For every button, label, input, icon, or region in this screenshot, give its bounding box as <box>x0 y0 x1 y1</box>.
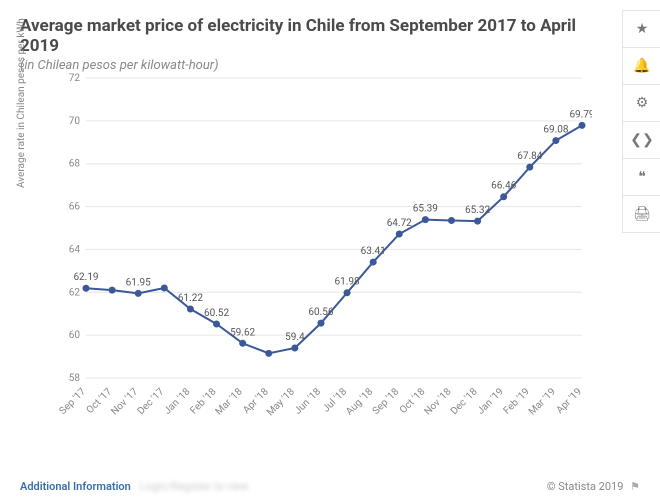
svg-text:Mar '18: Mar '18 <box>214 386 245 417</box>
svg-text:72: 72 <box>69 73 81 84</box>
print-icon[interactable]: 🖨 <box>622 196 660 233</box>
gear-icon[interactable]: ⚙ <box>622 85 660 122</box>
svg-text:68: 68 <box>69 159 81 170</box>
chart-title: Average market price of electricity in C… <box>0 0 660 58</box>
star-icon[interactable]: ★ <box>622 10 660 48</box>
share-icon[interactable]: ❮❯ <box>622 122 660 159</box>
chart-container: Average market price of electricity in C… <box>0 0 660 503</box>
svg-text:58: 58 <box>69 373 81 384</box>
svg-text:69.79: 69.79 <box>569 109 592 120</box>
svg-text:Nov '18: Nov '18 <box>422 386 453 417</box>
svg-text:Apr '19: Apr '19 <box>554 386 584 416</box>
svg-text:Jun '18: Jun '18 <box>293 386 324 417</box>
svg-text:62: 62 <box>69 287 81 298</box>
svg-text:61.22: 61.22 <box>178 293 203 304</box>
svg-text:64: 64 <box>69 244 81 255</box>
svg-text:59.4: 59.4 <box>285 332 305 343</box>
y-axis-label: Average rate in Chilean pesos per kWh <box>16 18 27 188</box>
svg-text:62.19: 62.19 <box>73 272 98 283</box>
svg-text:65.32: 65.32 <box>465 205 490 216</box>
svg-text:60: 60 <box>69 330 81 341</box>
svg-text:64.72: 64.72 <box>387 218 412 229</box>
svg-text:Feb '18: Feb '18 <box>188 386 219 417</box>
gridlines <box>86 78 582 378</box>
svg-text:60.52: 60.52 <box>204 308 229 319</box>
svg-text:Mar '19: Mar '19 <box>527 386 558 417</box>
svg-text:Jan '18: Jan '18 <box>162 386 193 417</box>
copyright: © Statista 2019 ⚑ <box>547 480 640 493</box>
quote-icon[interactable]: ❝ <box>622 159 660 196</box>
svg-text:61.95: 61.95 <box>126 277 151 288</box>
x-axis: Sep '17Oct '17Nov '17Dec '17Jan '18Feb '… <box>57 386 584 418</box>
svg-text:66.46: 66.46 <box>491 181 516 192</box>
additional-info[interactable]: Additional Information Login/Register to… <box>20 480 249 493</box>
svg-text:60.56: 60.56 <box>308 307 333 318</box>
svg-text:May '18: May '18 <box>265 386 297 418</box>
side-toolbar: ★ 🔔 ⚙ ❮❯ ❝ 🖨 <box>622 10 660 233</box>
bell-icon[interactable]: 🔔 <box>622 48 660 85</box>
svg-text:Dec '18: Dec '18 <box>449 386 480 417</box>
svg-text:Aug '18: Aug '18 <box>344 386 375 417</box>
svg-text:Nov '17: Nov '17 <box>109 386 140 417</box>
chart-area: Average rate in Chilean pesos per kWh 58… <box>20 68 592 448</box>
y-axis: 58 60 62 64 66 68 70 72 <box>69 73 81 384</box>
chart-footer: Additional Information Login/Register to… <box>20 480 640 493</box>
svg-text:Dec '17: Dec '17 <box>136 386 167 417</box>
flag-icon[interactable]: ⚑ <box>630 480 640 493</box>
svg-text:Sep '18: Sep '18 <box>371 386 402 417</box>
svg-text:69.08: 69.08 <box>543 125 568 136</box>
svg-text:61.98: 61.98 <box>334 277 359 288</box>
svg-text:65.39: 65.39 <box>413 204 438 215</box>
line-chart-svg: 58 60 62 64 66 68 70 72 Sep '17Oct '17Nov '17De… <box>50 68 592 448</box>
svg-text:66: 66 <box>69 202 81 213</box>
svg-text:70: 70 <box>69 116 81 127</box>
svg-text:67.84: 67.84 <box>517 151 542 162</box>
svg-text:Jan '19: Jan '19 <box>475 386 505 416</box>
svg-text:63.41: 63.41 <box>361 246 386 257</box>
svg-text:Feb '19: Feb '19 <box>502 386 532 416</box>
data-series: 62.19 61.95 61.2260.5259.62 59.4 60.56 61.98 6… <box>73 109 592 357</box>
svg-text:59.62: 59.62 <box>230 327 255 338</box>
svg-text:Sep '17: Sep '17 <box>57 386 88 417</box>
